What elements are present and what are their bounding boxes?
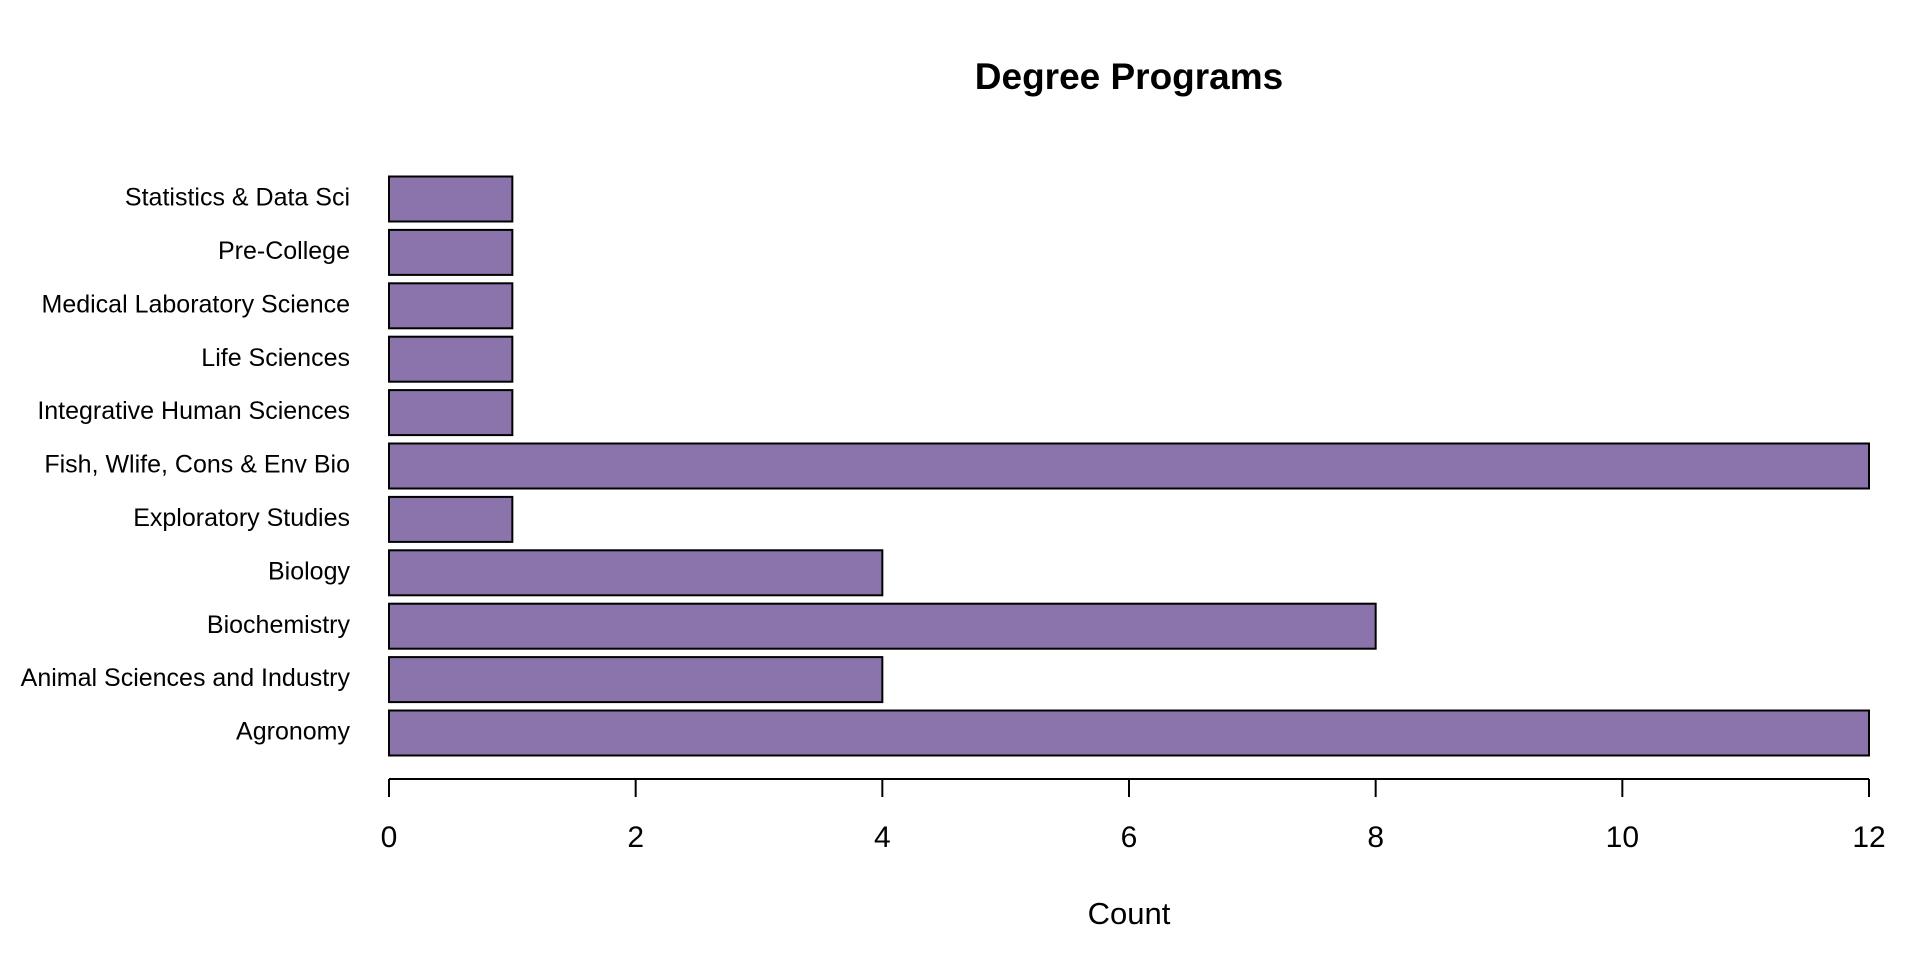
bar	[388, 228, 514, 276]
bar	[388, 656, 884, 704]
bar	[388, 389, 514, 437]
y-tick-label: Fish, Wlife, Cons & Env Bio	[44, 451, 350, 479]
y-tick-label: Medical Laboratory Science	[42, 290, 351, 318]
chart-title: Degree Programs	[975, 56, 1283, 97]
bar	[388, 495, 514, 543]
x-tick-label: 0	[381, 821, 398, 854]
y-tick-label: Biochemistry	[207, 611, 351, 639]
bar	[388, 175, 514, 223]
bar	[388, 282, 514, 330]
y-tick-label: Agronomy	[236, 718, 350, 746]
bar	[388, 709, 1870, 757]
y-tick-label: Integrative Human Sciences	[37, 397, 350, 425]
y-tick-label: Biology	[268, 557, 350, 585]
x-tick-label: 8	[1367, 821, 1384, 854]
x-tick-label: 4	[874, 821, 891, 854]
y-tick-label: Exploratory Studies	[133, 504, 350, 532]
bar	[388, 602, 1377, 650]
bar	[388, 335, 514, 383]
y-tick-label: Statistics & Data Sci	[125, 184, 350, 212]
bar	[388, 549, 884, 597]
bar	[388, 442, 1870, 490]
x-tick-label: 12	[1852, 821, 1885, 854]
y-tick-label: Pre-College	[218, 237, 350, 265]
x-tick-label: 10	[1606, 821, 1639, 854]
x-axis-label: Count	[1088, 896, 1171, 931]
x-tick-label: 2	[627, 821, 644, 854]
x-tick-label: 6	[1121, 821, 1138, 854]
y-tick-label: Animal Sciences and Industry	[21, 664, 351, 692]
y-tick-label: Life Sciences	[201, 344, 350, 372]
